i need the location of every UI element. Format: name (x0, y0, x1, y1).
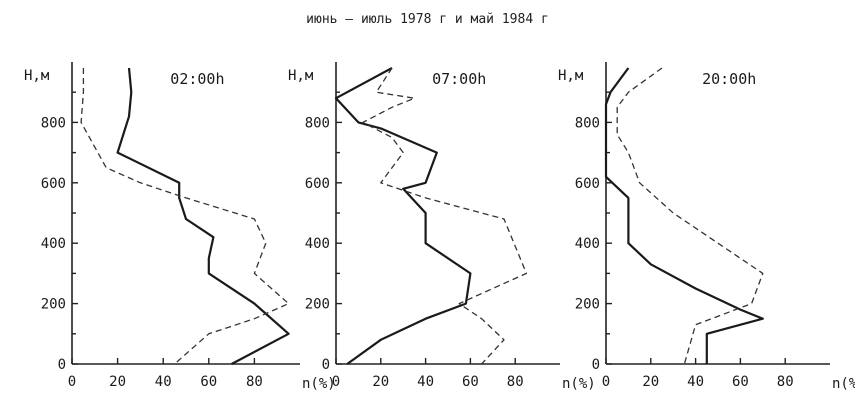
x-tick-label: 20 (372, 374, 389, 390)
x-tick-label: 80 (246, 374, 263, 390)
series-line-dashed (80, 68, 290, 365)
x-axis-label: n(%) (562, 376, 596, 392)
series-line-solid (116, 67, 290, 365)
y-axis-label: H,м (288, 68, 314, 84)
y-tick-label: 200 (305, 297, 330, 313)
y-tick-label: 200 (575, 297, 600, 313)
y-tick-label: 600 (41, 176, 66, 192)
y-tick-label: 0 (58, 357, 66, 373)
y-axis-label: H,м (24, 68, 50, 84)
x-tick-label: 0 (332, 374, 340, 390)
series-line-solid (604, 67, 764, 364)
x-tick-label: 20 (642, 374, 659, 390)
chart-panel-3: 0 200 400 600 800 0 20 40 60 80 H,м n(%) 20:00h (558, 62, 855, 392)
figure-title: июнь – июль 1978 г и май 1984 г (306, 12, 549, 27)
x-tick-label: 40 (417, 374, 434, 390)
x-tick-label: 60 (732, 374, 749, 390)
y-tick-label: 0 (592, 357, 600, 373)
y-tick-label: 200 (41, 297, 66, 313)
panel-title: 20:00h (702, 70, 756, 88)
x-tick-label: 20 (109, 374, 126, 390)
y-tick-label: 400 (41, 236, 66, 252)
chart-panel-1: 0 200 400 600 800 0 20 40 60 80 H,м n(%) 02:00h (24, 62, 336, 392)
x-axis-label: n(%) (832, 376, 855, 392)
x-tick-label: 40 (687, 374, 704, 390)
panel-title: 07:00h (432, 70, 486, 88)
panel-title: 02:00h (170, 70, 224, 88)
x-tick-label: 60 (200, 374, 217, 390)
y-tick-label: 400 (305, 236, 330, 252)
series-line-dashed (362, 67, 528, 365)
x-tick-label: 60 (462, 374, 479, 390)
y-tick-label: 600 (575, 176, 600, 192)
series-line-solid (334, 67, 472, 365)
x-tick-label: 40 (155, 374, 172, 390)
x-tick-label: 0 (68, 374, 76, 390)
y-tick-label: 800 (575, 115, 600, 131)
chart-panel-2: 0 200 400 600 800 0 20 40 60 80 H,м n(%) 07:00h (288, 62, 596, 392)
y-tick-label: 0 (322, 357, 330, 373)
x-tick-label: 80 (507, 374, 524, 390)
x-axis-label: n(%) (302, 376, 336, 392)
y-tick-label: 800 (41, 115, 66, 131)
series-line-dashed (616, 67, 764, 365)
y-tick-label: 600 (305, 176, 330, 192)
y-axis-label: H,м (558, 68, 584, 84)
y-tick-label: 800 (305, 115, 330, 131)
x-tick-label: 0 (602, 374, 610, 390)
x-tick-label: 80 (777, 374, 794, 390)
y-tick-label: 400 (575, 236, 600, 252)
